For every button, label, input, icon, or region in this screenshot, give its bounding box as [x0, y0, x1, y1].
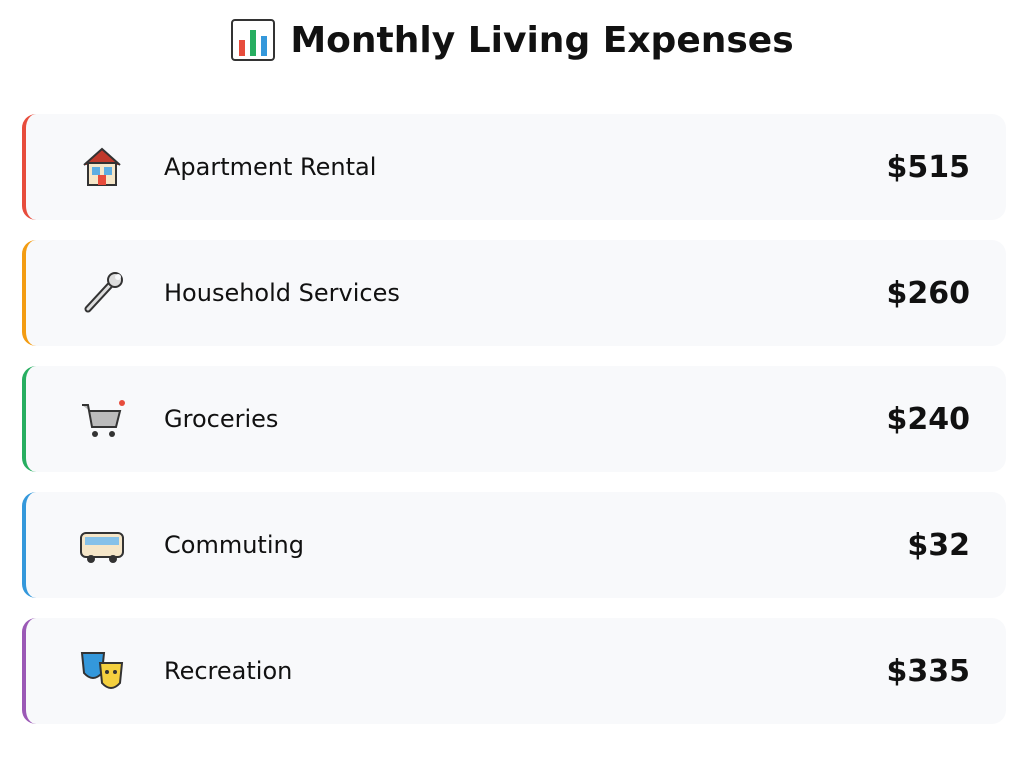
expense-icon	[83, 147, 121, 186]
expense-card: Groceries $240	[22, 366, 1006, 472]
expense-card: Recreation $335	[22, 618, 1006, 724]
expense-icon	[80, 532, 124, 563]
expense-icon	[82, 400, 125, 437]
title: Monthly Living Expenses	[290, 19, 794, 61]
expense-label: Groceries	[164, 405, 279, 433]
header: Monthly Living Expenses	[0, 18, 1024, 62]
expense-icon	[80, 652, 124, 689]
expense-amount: $335	[886, 653, 971, 689]
expense-amount: $240	[886, 401, 971, 437]
expense-card: Commuting $32	[22, 492, 1006, 598]
expense-card: Apartment Rental $515	[22, 114, 1006, 220]
expense-card: Household Services $260	[22, 240, 1006, 346]
title-icon	[231, 19, 276, 61]
expense-amount: $515	[886, 149, 971, 185]
expense-amount: $32	[907, 527, 970, 563]
expense-icon	[84, 272, 123, 313]
expense-label: Apartment Rental	[164, 153, 377, 181]
expense-label: Commuting	[164, 531, 304, 559]
expense-amount: $260	[886, 275, 971, 311]
expense-label: Recreation	[164, 657, 293, 685]
expense-label: Household Services	[164, 279, 400, 307]
